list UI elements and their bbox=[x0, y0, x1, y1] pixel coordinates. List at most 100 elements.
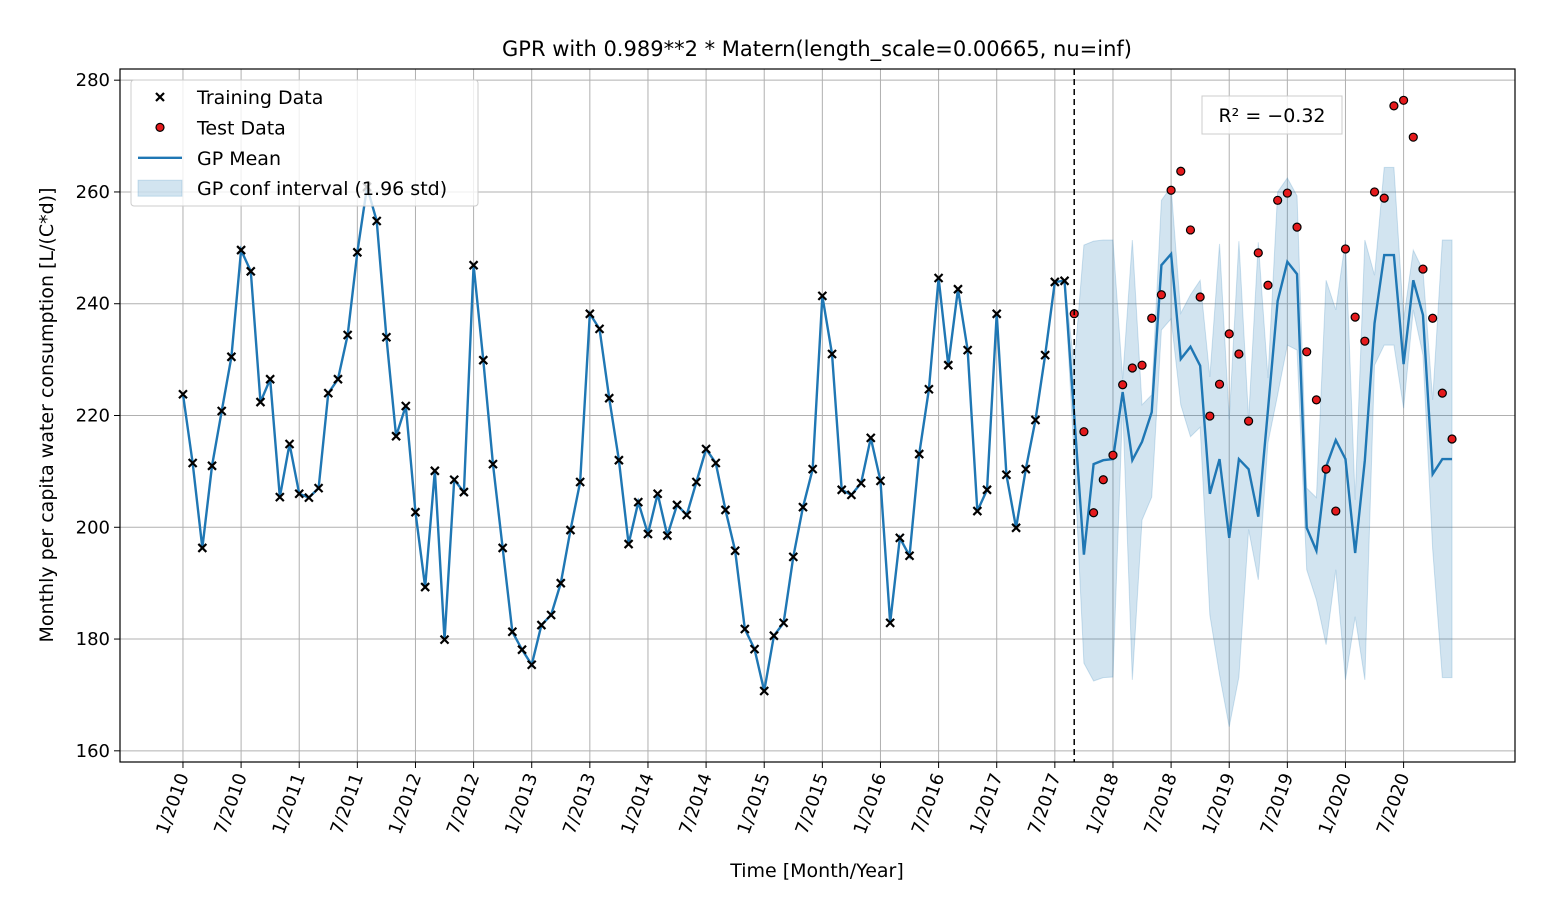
test-point bbox=[1369, 187, 1380, 197]
annotation: R² = −0.32 bbox=[1218, 105, 1325, 127]
training-point bbox=[1059, 276, 1070, 286]
training-point bbox=[740, 624, 750, 634]
test-point bbox=[1418, 264, 1428, 274]
training-point bbox=[313, 483, 324, 493]
test-point bbox=[1311, 395, 1322, 405]
training-point bbox=[391, 431, 401, 441]
training-point bbox=[972, 506, 983, 516]
test-point bbox=[1437, 388, 1447, 398]
test-point bbox=[1273, 195, 1283, 205]
test-point bbox=[1447, 434, 1457, 444]
training-point bbox=[178, 389, 188, 400]
training-point bbox=[246, 266, 256, 277]
test-point bbox=[1282, 188, 1292, 198]
training-point bbox=[623, 539, 634, 549]
training-point bbox=[207, 461, 217, 471]
legend-label: GP Mean bbox=[197, 148, 281, 170]
training-point bbox=[216, 406, 227, 416]
chart-title: GPR with 0.989**2 * Matern(length_scale=… bbox=[502, 37, 1132, 62]
training-point bbox=[1011, 523, 1021, 533]
plot-area: R² = −0.32 bbox=[178, 69, 1457, 762]
test-point bbox=[1118, 380, 1128, 390]
training-point bbox=[643, 529, 653, 539]
training-point bbox=[507, 627, 518, 637]
training-point bbox=[497, 543, 508, 553]
training-point bbox=[410, 507, 421, 517]
test-point bbox=[1147, 313, 1157, 323]
test-point bbox=[1234, 349, 1244, 359]
training-point bbox=[381, 332, 392, 343]
training-point bbox=[517, 644, 527, 655]
training-point bbox=[662, 530, 673, 541]
training-point bbox=[420, 582, 430, 592]
training-point bbox=[652, 488, 663, 499]
test-point bbox=[1321, 464, 1331, 474]
training-point bbox=[866, 433, 876, 443]
training-point bbox=[933, 273, 944, 283]
training-point bbox=[575, 477, 585, 487]
training-point bbox=[846, 490, 857, 500]
test-point bbox=[1127, 363, 1137, 373]
training-point bbox=[1050, 277, 1060, 287]
test-point bbox=[1214, 379, 1225, 389]
test-point bbox=[1398, 95, 1409, 105]
y-tick-label: 160 bbox=[76, 741, 110, 762]
training-point bbox=[691, 477, 702, 487]
training-point bbox=[759, 686, 769, 696]
training-point bbox=[255, 397, 266, 407]
legend-label: Training Data bbox=[196, 87, 323, 109]
y-tick-label: 280 bbox=[76, 70, 110, 91]
training-point bbox=[439, 634, 450, 645]
training-point bbox=[807, 464, 818, 474]
training-point bbox=[565, 525, 576, 535]
axes-frame bbox=[119, 68, 1516, 763]
test-point bbox=[1176, 166, 1186, 176]
y-axis-label: Monthly per capita water consumption [L/… bbox=[36, 188, 58, 643]
training-point bbox=[827, 349, 837, 359]
test-point bbox=[1195, 292, 1205, 302]
training-point bbox=[265, 374, 275, 384]
test-point bbox=[1340, 244, 1351, 254]
training-point bbox=[526, 659, 537, 670]
training-point bbox=[546, 610, 556, 620]
test-point bbox=[1098, 475, 1108, 485]
gp-mean-line bbox=[181, 186, 1453, 692]
training-point bbox=[914, 449, 924, 459]
legend-box bbox=[130, 79, 479, 207]
legend: Training Data Test Data GP Mean GP conf int… bbox=[130, 79, 479, 207]
training-point bbox=[236, 245, 246, 255]
training-point bbox=[614, 455, 624, 465]
training-point bbox=[1040, 350, 1050, 360]
test-point bbox=[1088, 508, 1099, 518]
training-point bbox=[342, 330, 353, 340]
training-point bbox=[943, 360, 954, 370]
training-point bbox=[856, 478, 866, 488]
training-point bbox=[924, 384, 934, 395]
training-point bbox=[352, 247, 363, 258]
training-point bbox=[197, 543, 208, 553]
legend-marker bbox=[137, 179, 183, 197]
y-tick-label: 260 bbox=[76, 182, 110, 203]
training-point bbox=[459, 487, 469, 497]
training-point bbox=[778, 618, 789, 628]
test-point bbox=[1156, 290, 1167, 300]
legend-label: GP conf interval (1.96 std) bbox=[197, 178, 447, 200]
training-point bbox=[904, 550, 915, 561]
test-point bbox=[1331, 506, 1341, 516]
training-point bbox=[536, 620, 547, 630]
training-point bbox=[991, 309, 1002, 319]
training-point bbox=[371, 216, 382, 226]
training-point bbox=[284, 439, 295, 449]
test-point bbox=[1079, 427, 1089, 437]
y-tick-label: 180 bbox=[76, 629, 110, 650]
legend-label: Test Data bbox=[196, 117, 286, 139]
test-point bbox=[1166, 185, 1176, 195]
y-tick-label: 220 bbox=[76, 406, 110, 427]
test-point bbox=[1389, 101, 1399, 111]
training-point bbox=[1021, 464, 1031, 474]
training-point bbox=[982, 485, 992, 495]
training-point bbox=[817, 291, 828, 301]
training-point bbox=[720, 505, 731, 515]
test-point bbox=[1379, 193, 1389, 203]
